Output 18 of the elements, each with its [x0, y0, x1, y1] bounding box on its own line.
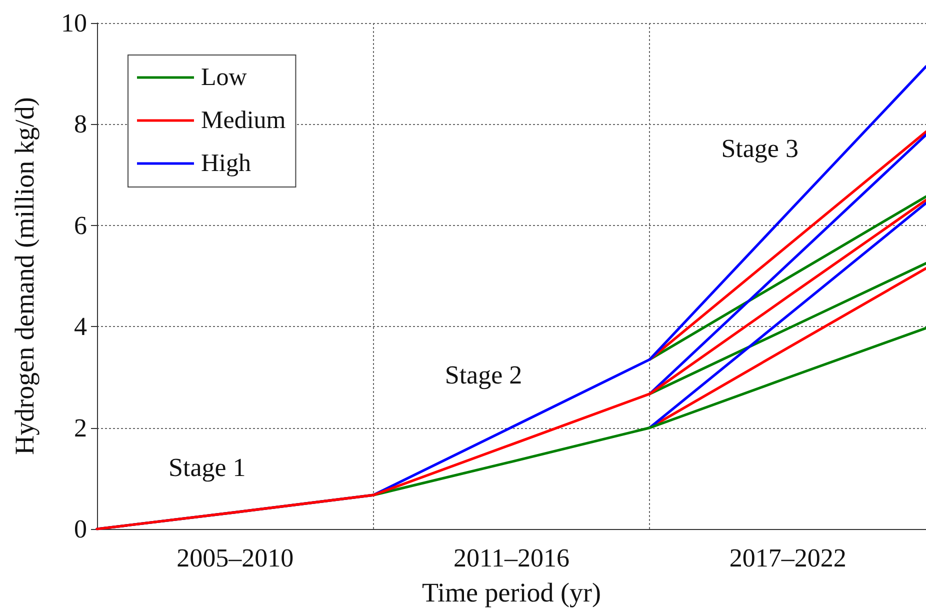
- legend-label: Medium: [201, 107, 286, 134]
- x-tick-label: 2017–2022: [729, 544, 846, 572]
- x-tick-label: 2011–2016: [453, 544, 570, 572]
- legend-label: Low: [201, 64, 247, 91]
- annotation: Stage 3: [721, 134, 798, 164]
- annotation: Stage 2: [444, 360, 522, 390]
- x-tick-label: 2005–2010: [176, 544, 294, 572]
- legend-label: High: [201, 150, 252, 177]
- y-tick-label: 0: [74, 514, 87, 544]
- y-tick-label: 10: [61, 8, 87, 38]
- y-tick-label: 6: [74, 210, 87, 240]
- y-tick-label: 8: [74, 110, 87, 139]
- y-tick-label: 4: [74, 312, 87, 342]
- y-axis-title: Hydrogen demand (million kg/d): [10, 97, 40, 455]
- annotation: Stage 1: [168, 453, 246, 482]
- line-series: [96, 198, 926, 530]
- y-tick-label: 2: [74, 413, 87, 442]
- x-axis-title: Time period (yr): [422, 578, 601, 608]
